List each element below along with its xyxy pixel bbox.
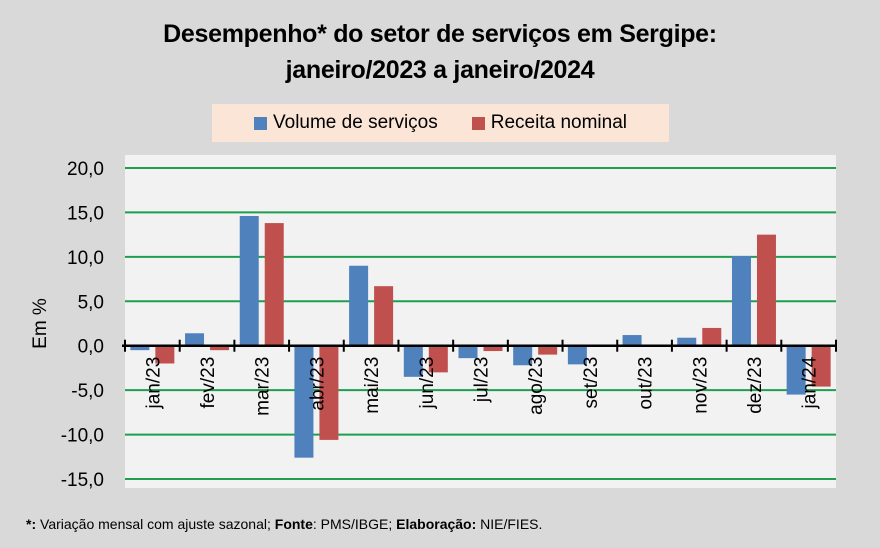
bar-volume [513, 345, 533, 366]
y-tick-label: -15,0 [61, 470, 104, 491]
x-tick-label: mai/23 [362, 357, 383, 414]
footnote: *: Variação mensal com ajuste sazonal; F… [26, 516, 542, 532]
bar-receita [155, 345, 175, 364]
y-tick-label: 5,0 [78, 292, 104, 313]
legend: Volume de serviços Receita nominal [212, 104, 669, 142]
legend-item-volume: Volume de serviços [254, 112, 438, 134]
footnote-elab: NIE/FIES. [476, 516, 543, 532]
bar-volume [294, 345, 314, 458]
y-tick-label: 20,0 [67, 159, 104, 180]
footnote-fonte-label: Fonte [274, 516, 313, 532]
x-tick-label: out/23 [636, 357, 657, 410]
x-tick-label: jan/23 [143, 357, 164, 410]
bar-receita [374, 286, 394, 346]
x-tick-label: dez/23 [745, 357, 766, 414]
bar-volume [567, 345, 587, 365]
footnote-text: Variação mensal com ajuste sazonal; [36, 516, 275, 532]
bar-volume [185, 333, 205, 346]
bar-volume [458, 345, 478, 359]
bar-volume [731, 255, 751, 346]
x-tick-label: abr/23 [307, 357, 328, 411]
x-tick-label: jul/23 [472, 357, 493, 403]
y-tick-label: -5,0 [71, 381, 104, 402]
footnote-fonte: : PMS/IBGE; [312, 516, 397, 532]
x-tick-label: fev/23 [198, 357, 219, 409]
bar-receita [702, 327, 722, 346]
legend-label-receita: Receita nominal [490, 112, 627, 133]
legend-item-receita: Receita nominal [471, 112, 627, 134]
bar-receita [756, 234, 776, 346]
legend-label-volume: Volume de serviços [273, 112, 438, 133]
bar-receita [538, 345, 558, 355]
x-tick-label: set/23 [581, 357, 602, 409]
footnote-elab-label: Elaboração: [396, 516, 477, 532]
bar-receita [811, 345, 831, 387]
x-tick-label: jun/23 [417, 357, 438, 410]
bar-volume [349, 265, 369, 346]
bar-volume [130, 345, 150, 351]
legend-swatch-volume [254, 116, 267, 130]
bar-receita [264, 223, 284, 346]
x-tick-label: jan/24 [800, 356, 821, 409]
y-tick-label: 0,0 [78, 337, 104, 358]
x-tick-label: ago/23 [526, 357, 547, 415]
bar-volume [786, 345, 806, 395]
footnote-star: *: [26, 516, 37, 532]
bar-receita [319, 345, 339, 440]
bar-receita [483, 345, 503, 352]
bar-volume [239, 215, 259, 346]
y-tick-label: 15,0 [67, 203, 104, 224]
bar-receita [210, 345, 230, 351]
legend-swatch-receita [471, 116, 485, 130]
bar-volume [403, 345, 423, 377]
bar-receita [428, 345, 448, 373]
x-tick-label: nov/23 [690, 357, 711, 414]
y-tick-label: -10,0 [61, 426, 104, 447]
x-tick-label: mar/23 [253, 357, 274, 416]
bar-volume [622, 335, 642, 346]
plot-area [125, 155, 836, 488]
y-tick-label: 10,0 [67, 248, 104, 269]
chart-subtitle: janeiro/2023 a janeiro/2024 [285, 56, 595, 84]
bar-volume [677, 337, 697, 346]
chart-title: Desempenho* do setor de serviços em Serg… [163, 20, 717, 48]
y-axis-label: Em % [30, 298, 51, 349]
